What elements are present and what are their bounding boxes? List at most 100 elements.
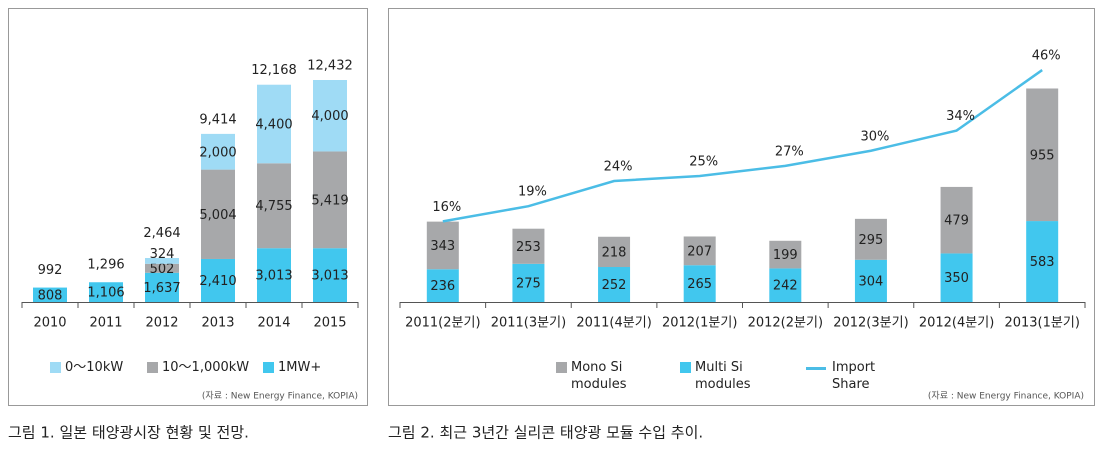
bar-segment xyxy=(33,287,67,302)
legend-item: Multi Si modules xyxy=(680,359,785,393)
bar-segment xyxy=(940,186,973,254)
bar-segment xyxy=(145,263,179,273)
total-label: 992 xyxy=(38,263,63,278)
x-tick-label: 2012(2분기) xyxy=(748,316,823,331)
x-tick-label: 2013 xyxy=(201,316,234,331)
data-label: 2,000 xyxy=(199,145,236,160)
data-label: 253 xyxy=(516,240,541,255)
bar-segment xyxy=(854,259,887,302)
legend-swatch xyxy=(556,362,567,373)
data-label: 199 xyxy=(773,248,798,263)
legend-item: Mono Si modules xyxy=(556,359,661,393)
data-label: 1,106 xyxy=(87,286,124,301)
bar-segment xyxy=(313,80,347,152)
bar-segment xyxy=(201,258,235,302)
data-label: 5,419 xyxy=(311,193,348,208)
data-label: 4,755 xyxy=(255,199,292,214)
x-tick-label: 2012(4분기) xyxy=(919,316,994,331)
panel xyxy=(8,8,368,406)
panel xyxy=(388,8,1095,406)
x-tick-label: 2011 xyxy=(89,316,122,331)
bar-segment xyxy=(201,169,235,259)
data-label: 275 xyxy=(516,276,541,291)
x-tick-label: 2011(4분기) xyxy=(576,316,651,331)
bar-segment xyxy=(512,263,545,302)
x-tick-label: 2012 xyxy=(145,316,178,331)
data-label: 479 xyxy=(944,214,969,229)
data-label: 4,000 xyxy=(311,109,348,124)
bar-segment xyxy=(257,84,291,164)
x-tick-label: 2015 xyxy=(313,316,346,331)
data-label: 955 xyxy=(1030,148,1055,163)
legend-swatch xyxy=(806,367,826,370)
data-label: 236 xyxy=(430,279,455,294)
bar-segment xyxy=(145,272,179,302)
data-label: 252 xyxy=(602,278,627,293)
data-label: 343 xyxy=(430,239,455,254)
data-label: 265 xyxy=(687,277,712,292)
bar-segment xyxy=(313,151,347,249)
data-label: 4,400 xyxy=(255,118,292,133)
x-tick-label: 2011(3분기) xyxy=(491,316,566,331)
data-label: 295 xyxy=(859,233,884,248)
line-label: 16% xyxy=(432,200,461,215)
data-label: 3,013 xyxy=(311,269,348,284)
bar-segment xyxy=(257,163,291,249)
legend-label: Mono Si modules xyxy=(571,360,627,392)
legend-label: 0～10kW xyxy=(65,360,124,375)
data-label: 502 xyxy=(150,262,175,277)
legend-label: Import Share xyxy=(832,360,876,392)
data-label: 350 xyxy=(944,271,969,286)
x-tick-label: 2011(2분기) xyxy=(405,316,480,331)
bar-segment xyxy=(1026,221,1059,302)
bar-segment xyxy=(598,267,631,302)
bar-segment xyxy=(769,268,802,302)
total-label: 12,168 xyxy=(251,63,297,78)
bar-segment xyxy=(598,236,631,268)
data-label: 242 xyxy=(773,279,798,294)
bar-segment xyxy=(1026,88,1059,222)
source: (자료 : New Energy Finance, KOPIA) xyxy=(202,391,358,402)
data-label: 1,637 xyxy=(143,281,180,296)
legend-item: 1MW+ xyxy=(263,359,368,376)
line-label: 27% xyxy=(775,144,804,159)
data-label: 808 xyxy=(38,288,63,303)
bar-segment xyxy=(769,240,802,269)
total-label: 2,464 xyxy=(143,226,180,241)
data-label: 324 xyxy=(150,247,175,262)
caption: 그림 1. 일본 태양광시장 현황 및 전망. xyxy=(8,424,249,442)
data-label: 2,410 xyxy=(199,274,236,289)
legend-item: Import Share xyxy=(806,359,902,393)
data-label: 304 xyxy=(859,274,884,289)
data-label: 207 xyxy=(687,244,712,259)
legend-swatch xyxy=(680,362,691,373)
legend-label: 10～1,000kW xyxy=(162,360,250,375)
legend-swatch xyxy=(147,362,158,373)
line-label: 34% xyxy=(946,109,975,124)
x-tick-label: 2010 xyxy=(33,316,66,331)
line-label: 46% xyxy=(1032,49,1061,64)
legend-label: 1MW+ xyxy=(278,360,322,375)
data-label: 5,004 xyxy=(199,208,236,223)
bar-segment xyxy=(426,269,459,302)
total-label: 12,432 xyxy=(307,59,353,74)
caption: 그림 2. 최근 3년간 실리콘 태양광 모듈 수입 추이. xyxy=(388,424,703,442)
line-label: 24% xyxy=(604,160,633,175)
line-label: 30% xyxy=(860,129,889,144)
bar-segment xyxy=(313,248,347,302)
total-label: 9,414 xyxy=(199,112,236,127)
data-label: 218 xyxy=(602,245,627,260)
legend-swatch xyxy=(263,362,274,373)
data-label: 583 xyxy=(1030,255,1055,270)
x-tick-label: 2012(3분기) xyxy=(833,316,908,331)
bar-segment xyxy=(854,218,887,260)
line-label: 25% xyxy=(689,154,718,169)
x-tick-label: 2013(1분기) xyxy=(1004,316,1079,331)
bar-segment xyxy=(89,282,123,302)
legend-label: Multi Si modules xyxy=(695,360,751,392)
legend-item: 0～10kW xyxy=(50,359,155,376)
line-label: 19% xyxy=(518,185,547,200)
bar-segment xyxy=(145,258,179,264)
source: (자료 : New Energy Finance, KOPIA) xyxy=(928,391,1084,402)
